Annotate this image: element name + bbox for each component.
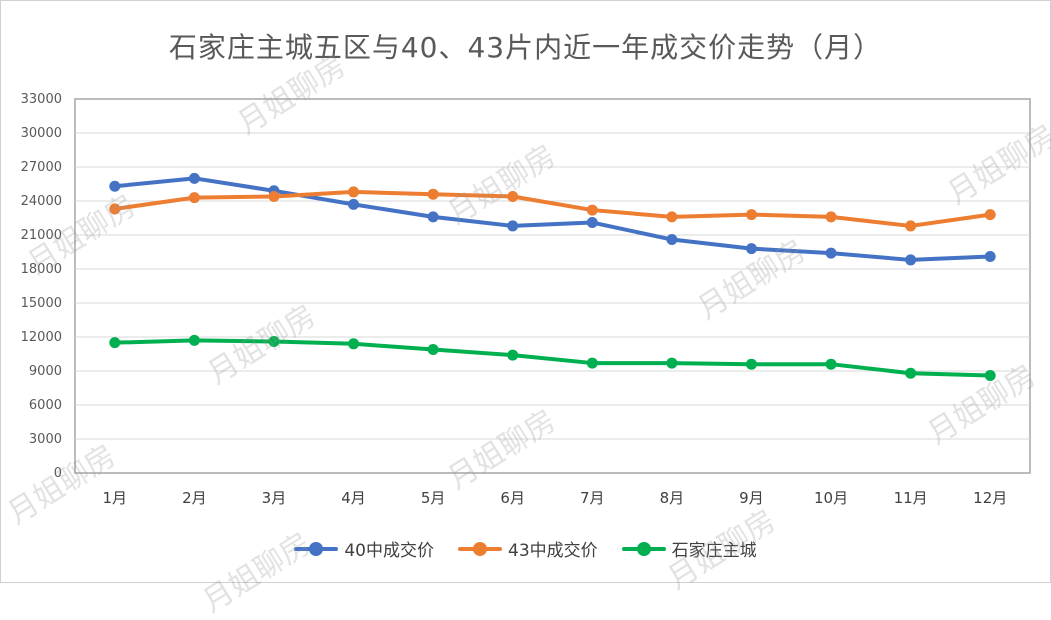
series-3-point: [666, 357, 678, 369]
series-2-point: [745, 209, 757, 221]
y-tick-label: 12000: [21, 330, 62, 345]
series-1-point: [825, 247, 837, 259]
y-tick-label: 27000: [21, 160, 62, 175]
series-1-point: [188, 172, 200, 184]
y-tick-label: 30000: [21, 126, 62, 141]
legend-item-3: 石家庄主城: [621, 536, 757, 561]
series-line-1: [112, 176, 993, 262]
series-3-point: [507, 349, 519, 361]
series-2-point: [188, 192, 200, 204]
x-tick-label: 4月: [341, 489, 366, 507]
x-tick-label: 12月: [973, 489, 1007, 507]
series-3-point: [586, 357, 598, 369]
legend-label: 43中成交价: [508, 541, 598, 561]
series-1-point: [586, 217, 598, 229]
series-1-point: [507, 220, 519, 232]
series-3-point: [905, 367, 917, 379]
series-3-point: [427, 343, 439, 355]
series-2-point: [905, 220, 917, 232]
line-chart: 0 3000 6000 9000 12000 15000 18000 21000 24000 27…: [21, 92, 1031, 507]
series-1-point: [666, 234, 678, 246]
chart-frame: [0, 0, 1051, 583]
series-3-point: [984, 370, 996, 382]
x-tick-label: 11月: [894, 489, 928, 507]
legend-item-1: 40中成交价: [294, 536, 434, 561]
x-tick-label: 1月: [103, 489, 128, 507]
series-2-point: [586, 204, 598, 216]
x-tick-label: 10月: [814, 489, 848, 507]
legend-label: 40中成交价: [344, 541, 434, 561]
y-tick-label: 3000: [29, 432, 62, 447]
y-tick-label: 0: [54, 466, 62, 481]
y-tick-label: 15000: [21, 296, 62, 311]
legend-item-2: 43中成交价: [458, 536, 598, 561]
x-tick-label: 9月: [739, 489, 764, 507]
chart-title: 石家庄主城五区与40、43片内近一年成交价走势（月）: [168, 31, 883, 64]
series-2-point: [666, 211, 678, 223]
series-line-3: [112, 338, 993, 378]
series-3-point: [825, 358, 837, 370]
y-tick-label: 9000: [29, 364, 62, 379]
chart-legend: 40中成交价 43中成交价 石家庄主城: [0, 536, 1051, 561]
legend-label: 石家庄主城: [671, 541, 757, 561]
y-tick-label: 33000: [21, 92, 62, 107]
series-3-point: [348, 338, 360, 350]
plot-area-border: [74, 98, 1031, 474]
series-2-point: [348, 186, 360, 198]
legend-swatch: [621, 541, 666, 556]
x-tick-label: 5月: [421, 489, 446, 507]
x-tick-label: 2月: [182, 489, 207, 507]
series-3-point: [188, 334, 200, 346]
x-tick-label: 6月: [500, 489, 525, 507]
series-1-point: [109, 180, 121, 192]
series-2-point: [109, 203, 121, 215]
series-2-point: [825, 211, 837, 223]
y-tick-label: 24000: [21, 194, 62, 209]
series-1-point: [905, 254, 917, 266]
series-2-point: [427, 188, 439, 200]
series-line-2: [112, 189, 993, 228]
series-3-point: [745, 358, 757, 370]
x-tick-label: 3月: [262, 489, 287, 507]
series-1-point: [348, 198, 360, 210]
y-tick-label: 6000: [29, 398, 62, 413]
series-1-point: [984, 251, 996, 263]
y-tick-label: 18000: [21, 262, 62, 277]
x-tick-label: 7月: [580, 489, 605, 507]
series-2-point: [984, 209, 996, 221]
series-2-point: [507, 190, 519, 202]
series-3-point: [109, 337, 121, 349]
legend-swatch: [458, 541, 502, 556]
x-tick-label: 8月: [660, 489, 685, 507]
series-1-point: [745, 243, 757, 255]
legend-swatch: [294, 541, 339, 556]
series-2-point: [268, 190, 280, 202]
series-1-point: [427, 211, 439, 223]
series-3-point: [268, 336, 280, 348]
y-tick-label: 21000: [21, 228, 62, 243]
